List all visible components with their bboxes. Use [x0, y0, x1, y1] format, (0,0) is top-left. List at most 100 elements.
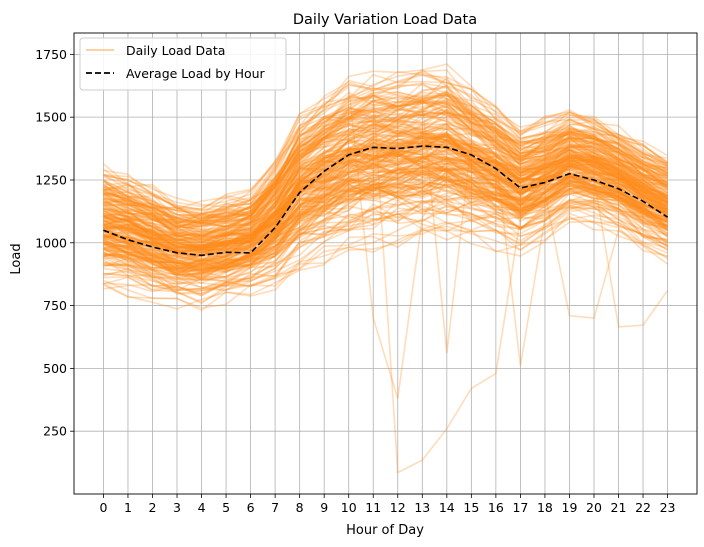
- daily-load-line: [103, 200, 669, 295]
- daily-load-line: [103, 99, 668, 229]
- daily-load-line: [103, 94, 668, 229]
- daily-load-line: [103, 154, 669, 266]
- daily-load-line: [103, 123, 669, 242]
- daily-load-line: [103, 153, 668, 256]
- daily-load-line: [103, 167, 668, 265]
- daily-load-line: [103, 202, 668, 297]
- x-tick-label: 22: [635, 500, 651, 515]
- daily-load-line: [103, 138, 669, 249]
- daily-load-line: [103, 126, 669, 243]
- daily-load-line: [103, 115, 668, 237]
- daily-load-line: [103, 123, 668, 231]
- daily-load-line: [103, 107, 668, 229]
- daily-load-line: [103, 172, 669, 278]
- y-axis-ticks: 250 500 750 1000 1250 1500 1750: [35, 47, 74, 439]
- daily-load-line: [103, 167, 668, 265]
- daily-load-line: [103, 131, 668, 249]
- x-tick-label: 19: [562, 500, 578, 515]
- daily-load-line-anomaly: [103, 101, 668, 367]
- daily-load-line: [103, 128, 668, 241]
- daily-load-line: [103, 161, 668, 271]
- x-tick-label: 4: [198, 500, 206, 515]
- daily-load-line: [103, 134, 668, 247]
- daily-load-line: [103, 94, 668, 217]
- daily-load-line: [103, 214, 668, 305]
- legend-box: [79, 37, 287, 91]
- daily-load-line: [103, 169, 668, 264]
- daily-load-line: [103, 140, 669, 250]
- daily-load-line: [103, 90, 668, 225]
- daily-load-line: [103, 171, 668, 271]
- daily-load-line: [103, 99, 668, 219]
- daily-load-line: [103, 96, 668, 226]
- daily-load-line: [103, 186, 668, 285]
- daily-load-line: [103, 135, 668, 249]
- x-axis-label: Hour of Day: [346, 523, 424, 538]
- daily-load-line: [103, 91, 668, 223]
- daily-load-line: [103, 139, 668, 251]
- daily-load-line: [103, 166, 668, 264]
- daily-load-line: [103, 166, 668, 268]
- legend-label-daily-load: Daily Load Data: [126, 43, 225, 58]
- daily-load-line: [103, 114, 668, 235]
- daily-load-line: [103, 123, 668, 241]
- daily-load-line: [103, 138, 668, 256]
- daily-load-line: [103, 172, 668, 274]
- daily-load-line: [103, 168, 669, 273]
- daily-load-line: [103, 109, 668, 224]
- daily-load-line: [103, 127, 668, 236]
- x-tick-label: 12: [390, 500, 406, 515]
- daily-load-line: [103, 172, 668, 275]
- daily-load-line: [103, 159, 668, 257]
- daily-load-line: [102, 109, 668, 234]
- daily-load-line: [103, 96, 668, 225]
- daily-load-line: [103, 199, 668, 282]
- x-tick-label: 6: [247, 500, 255, 515]
- chart-title: Daily Variation Load Data: [293, 12, 477, 28]
- daily-load-line: [103, 132, 668, 244]
- daily-load-line: [103, 149, 668, 255]
- daily-load-line: [103, 175, 669, 271]
- y-axis-label: Load: [9, 243, 24, 274]
- daily-load-line: [103, 149, 668, 254]
- x-tick-label: 10: [341, 500, 357, 515]
- x-tick-label: 21: [611, 500, 627, 515]
- daily-load-line: [103, 100, 668, 228]
- y-tick-label: 1250: [35, 172, 67, 187]
- daily-load-line: [103, 72, 669, 210]
- daily-load-line: [103, 132, 668, 243]
- daily-load-line: [103, 122, 669, 233]
- y-tick-label: 500: [43, 361, 67, 376]
- daily-load-line: [103, 90, 668, 223]
- daily-load-line: [103, 182, 668, 279]
- daily-load-line: [103, 151, 669, 253]
- daily-load-line: [103, 129, 668, 239]
- x-tick-label: 1: [124, 500, 132, 515]
- daily-load-line: [103, 129, 669, 248]
- daily-load-line: [103, 165, 668, 263]
- x-axis-ticks: 0 1 2 3 4 5 6 7 8 9 10 11 12 13 14 15 16 17 18 19 20 21 22 23: [99, 494, 676, 515]
- x-tick-label: 23: [660, 500, 676, 515]
- daily-load-line: [103, 159, 669, 263]
- daily-load-line: [103, 114, 668, 240]
- daily-load-line: [103, 205, 668, 297]
- daily-load-line: [103, 110, 669, 237]
- daily-load-line: [103, 89, 668, 224]
- daily-load-line: [103, 124, 668, 244]
- daily-load-line: [103, 176, 668, 280]
- daily-load-line: [103, 92, 668, 222]
- daily-load-line: [103, 169, 668, 276]
- daily-load-line: [103, 184, 668, 277]
- daily-load-line: [103, 180, 669, 281]
- daily-load-line: [103, 106, 668, 229]
- daily-load-line: [103, 195, 668, 290]
- daily-load-line: [103, 133, 668, 251]
- daily-load-line: [103, 173, 668, 277]
- daily-load-line: [103, 133, 669, 242]
- daily-load-line: [103, 112, 669, 239]
- daily-load-line: [103, 170, 668, 270]
- daily-load-line: [103, 206, 668, 295]
- daily-load-line: [103, 84, 669, 216]
- daily-load-line: [103, 174, 669, 270]
